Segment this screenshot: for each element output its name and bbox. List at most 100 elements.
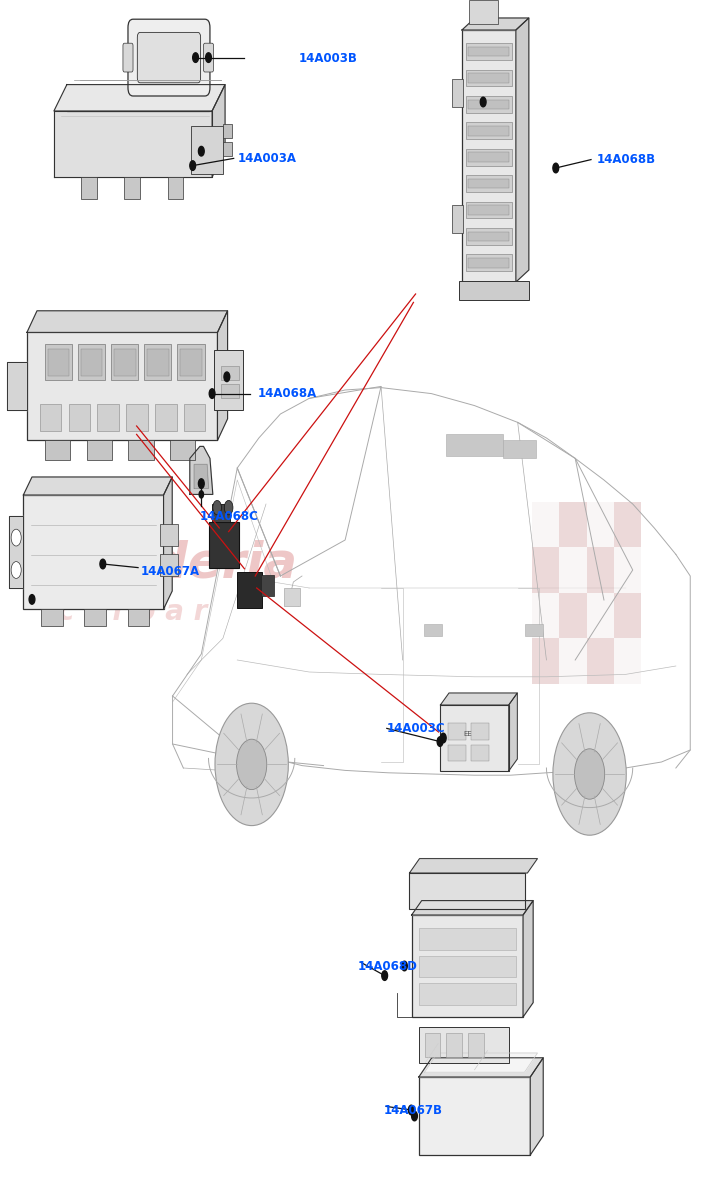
Bar <box>284 588 300 606</box>
Bar <box>424 1032 440 1056</box>
Polygon shape <box>440 692 518 704</box>
Bar <box>418 1078 531 1154</box>
Bar <box>418 984 516 1006</box>
Text: scuderia: scuderia <box>58 540 298 588</box>
Bar <box>469 258 510 268</box>
Bar <box>212 504 230 522</box>
Bar <box>614 547 641 593</box>
Bar <box>170 440 196 460</box>
Bar <box>126 404 147 431</box>
Bar <box>467 43 512 60</box>
Bar <box>81 176 97 198</box>
Text: 14A003A: 14A003A <box>237 152 296 164</box>
Bar <box>469 232 510 241</box>
Bar <box>467 175 512 192</box>
Circle shape <box>382 971 388 980</box>
Bar <box>587 638 614 684</box>
Bar <box>452 204 464 233</box>
Bar <box>45 440 70 460</box>
Bar <box>467 122 512 139</box>
Bar <box>469 0 498 24</box>
Circle shape <box>437 737 443 746</box>
Bar <box>447 744 466 762</box>
Bar <box>446 434 503 456</box>
Bar <box>532 638 559 684</box>
Polygon shape <box>23 476 173 494</box>
Bar <box>614 502 641 547</box>
FancyBboxPatch shape <box>128 19 210 96</box>
Circle shape <box>100 559 106 569</box>
Circle shape <box>224 500 233 515</box>
Bar <box>180 349 201 376</box>
Circle shape <box>553 713 626 835</box>
Circle shape <box>209 389 215 398</box>
Bar <box>452 79 464 108</box>
Bar <box>467 202 512 218</box>
Text: EE: EE <box>463 731 472 737</box>
Bar <box>47 349 69 376</box>
Polygon shape <box>516 18 529 282</box>
Bar <box>221 384 239 398</box>
Bar <box>418 1027 508 1063</box>
Bar <box>221 366 239 380</box>
Bar <box>587 547 614 593</box>
Bar <box>418 929 516 950</box>
Bar <box>177 344 204 380</box>
Bar <box>559 638 587 684</box>
Text: 14A068B: 14A068B <box>597 154 656 166</box>
Polygon shape <box>462 18 529 30</box>
Bar <box>467 254 512 271</box>
Circle shape <box>198 146 204 156</box>
Bar <box>128 440 153 460</box>
Bar <box>469 73 510 83</box>
Bar <box>86 440 112 460</box>
Circle shape <box>480 97 486 107</box>
Polygon shape <box>411 900 533 914</box>
Polygon shape <box>190 446 213 494</box>
Polygon shape <box>7 362 27 410</box>
Bar <box>459 281 529 300</box>
Bar <box>214 350 242 410</box>
Text: 14A068A: 14A068A <box>257 388 316 400</box>
Bar <box>532 593 559 638</box>
Bar <box>41 608 63 625</box>
Bar <box>587 502 614 547</box>
Bar <box>78 344 105 380</box>
Bar <box>471 722 489 739</box>
Bar <box>147 349 168 376</box>
Bar <box>525 624 543 636</box>
Circle shape <box>411 1111 417 1121</box>
Bar <box>111 344 138 380</box>
Bar <box>614 638 641 684</box>
Bar <box>155 404 177 431</box>
Bar <box>98 404 119 431</box>
Polygon shape <box>164 476 173 608</box>
Circle shape <box>190 161 196 170</box>
FancyBboxPatch shape <box>137 32 201 83</box>
Bar <box>168 176 183 198</box>
Bar <box>469 179 510 188</box>
Bar <box>160 554 178 576</box>
Polygon shape <box>508 692 518 770</box>
Bar <box>559 502 587 547</box>
Bar <box>85 608 106 625</box>
Text: 14A068D: 14A068D <box>358 960 418 972</box>
Text: c a r p a r: c a r p a r <box>58 598 207 626</box>
Circle shape <box>198 479 204 488</box>
Bar <box>447 722 466 739</box>
FancyBboxPatch shape <box>123 43 133 72</box>
Bar <box>124 176 140 198</box>
Text: 14A067A: 14A067A <box>140 565 199 577</box>
Circle shape <box>401 961 407 971</box>
Bar <box>469 100 510 109</box>
Text: 14A003C: 14A003C <box>387 722 446 734</box>
Bar <box>69 404 91 431</box>
Circle shape <box>29 594 35 604</box>
Polygon shape <box>531 1058 544 1154</box>
Circle shape <box>11 562 22 578</box>
Bar <box>532 502 559 547</box>
Bar <box>614 593 641 638</box>
Text: 14A003B: 14A003B <box>298 53 357 65</box>
Bar <box>462 30 516 282</box>
Polygon shape <box>424 1054 537 1073</box>
